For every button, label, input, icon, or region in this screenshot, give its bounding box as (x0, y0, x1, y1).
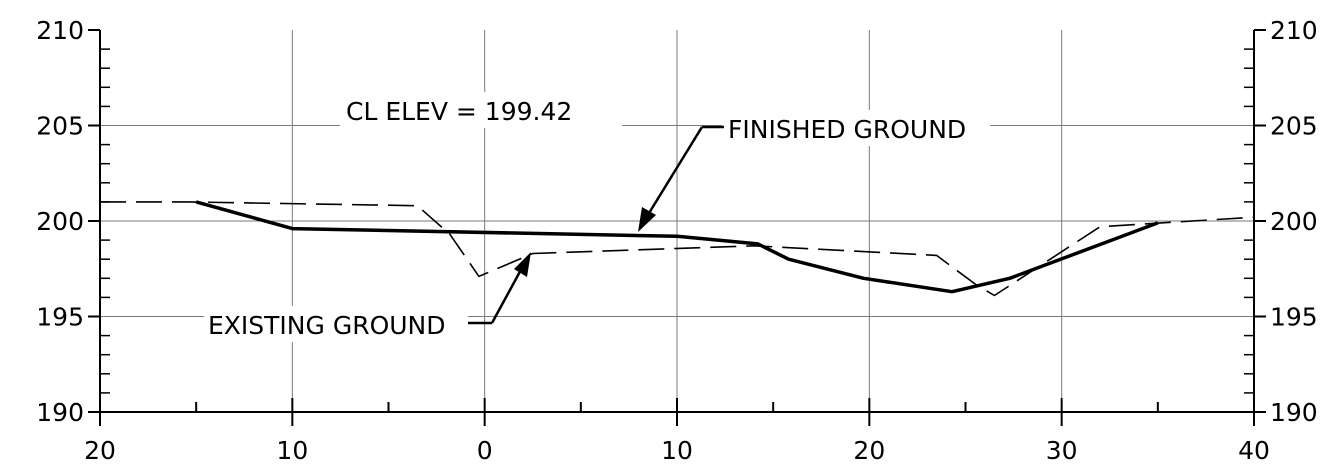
y-tick-label-left: 205 (36, 112, 84, 141)
existing-ground-label: EXISTING GROUND (208, 311, 446, 340)
x-tick-label: 10 (276, 436, 308, 465)
y-tick-label-right: 190 (1270, 398, 1318, 427)
y-tick-label-left: 190 (36, 398, 84, 427)
cl-elev-label: CL ELEV = 199.42 (346, 97, 572, 126)
annotations: CL ELEV = 199.42 FINISHED GROUND EXISTIN… (204, 92, 990, 342)
finished-ground-label-bg (722, 110, 990, 146)
grid (100, 30, 1254, 412)
finished-ground-leader-diagonal (644, 126, 704, 219)
y-tick-label-left: 200 (36, 207, 84, 236)
x-tick-label: 10 (661, 436, 693, 465)
y-tick-label-right: 200 (1270, 207, 1318, 236)
series (100, 200, 1255, 297)
finished-ground-label: FINISHED GROUND (728, 115, 966, 144)
x-tick-label: 20 (84, 436, 116, 465)
y-tick-label-right: 205 (1270, 112, 1318, 141)
existing-ground-arrowhead (514, 252, 531, 277)
existing-ground-line (100, 201, 1255, 297)
finished-ground-arrowhead (638, 207, 656, 232)
y-tick-label-right: 195 (1270, 303, 1318, 332)
cl-elev-label-bg (340, 92, 622, 128)
x-tick-label: 30 (1046, 436, 1078, 465)
existing-ground-leader-diagonal (490, 265, 525, 324)
y-tick-label-left: 195 (36, 303, 84, 332)
tick-labels: 190 190 195 195 200 200 205 205 210 210 20 10 0 10 20 3… (36, 16, 1317, 465)
x-tick-label: 20 (853, 436, 885, 465)
x-tick-label: 0 (477, 436, 493, 465)
x-tick-label: 40 (1238, 436, 1270, 465)
existing-ground-label-bg (204, 306, 468, 342)
finished-ground-line (195, 200, 1159, 294)
y-tick-label-left: 210 (36, 16, 84, 45)
y-tick-label-right: 210 (1270, 16, 1318, 45)
